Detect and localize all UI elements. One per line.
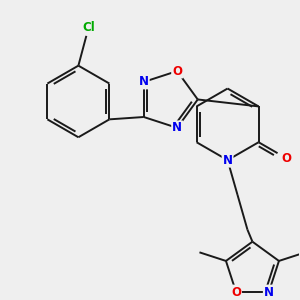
Text: N: N [223, 154, 232, 166]
Text: N: N [139, 75, 149, 88]
Text: O: O [281, 152, 291, 165]
Text: N: N [264, 286, 274, 298]
Text: O: O [231, 286, 241, 298]
Text: Cl: Cl [82, 21, 95, 34]
Text: N: N [172, 121, 182, 134]
Text: O: O [172, 64, 182, 78]
